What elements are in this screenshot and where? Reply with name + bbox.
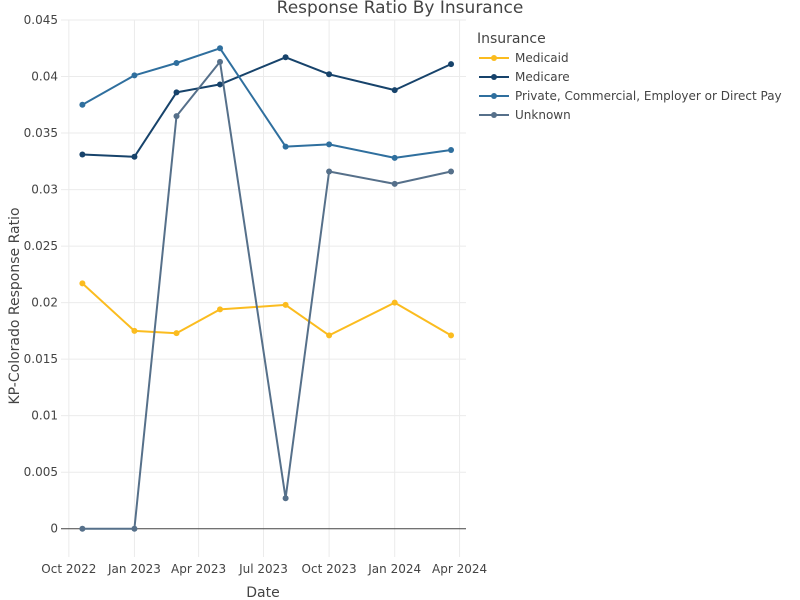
data-point[interactable]	[448, 61, 455, 68]
x-tick-label: Oct 2022	[41, 562, 96, 576]
y-tick-label: 0.01	[31, 409, 58, 423]
data-point[interactable]	[326, 141, 333, 148]
data-point[interactable]	[448, 168, 455, 175]
data-point[interactable]	[173, 113, 180, 120]
data-point[interactable]	[282, 495, 289, 502]
x-tick-label: Jan 2023	[107, 562, 161, 576]
series-3	[79, 58, 455, 532]
legend-item[interactable]: Medicare	[479, 70, 570, 84]
data-point[interactable]	[79, 151, 86, 158]
legend-title: Insurance	[477, 31, 546, 47]
y-tick-label: 0.015	[24, 352, 58, 366]
y-tick-label: 0.005	[24, 465, 58, 479]
y-tick-label: 0.04	[31, 70, 58, 84]
series-line	[81, 47, 452, 159]
data-point[interactable]	[391, 154, 398, 161]
y-tick-label: 0.035	[24, 126, 58, 140]
data-point[interactable]	[217, 58, 224, 65]
x-tick-label: Oct 2023	[302, 562, 357, 576]
chart-title: Response Ratio By Insurance	[277, 0, 524, 18]
y-tick-label: 0.025	[24, 239, 58, 253]
series-line	[82, 60, 452, 530]
data-point[interactable]	[173, 59, 180, 66]
axes: 0 0.005 0.01 0.015 0.02 0.025 0.03 0.035 0.04 0.0…	[24, 13, 488, 576]
data-point[interactable]	[217, 306, 224, 313]
data-point[interactable]	[79, 525, 86, 532]
x-tick-label: Apr 2024	[432, 562, 487, 576]
data-point[interactable]	[79, 101, 86, 108]
legend-label: Unknown	[515, 108, 571, 122]
series-layer	[79, 45, 455, 532]
y-axis-title: KP-Colorado Response Ratio	[7, 207, 23, 404]
legend-item[interactable]: Medicaid	[479, 51, 569, 65]
data-point[interactable]	[173, 89, 180, 96]
legend-item[interactable]: Unknown	[479, 108, 571, 122]
data-point[interactable]	[326, 332, 333, 339]
data-point[interactable]	[448, 147, 455, 154]
series-1	[79, 54, 455, 160]
legend: Insurance Medicaid Medicare Private, Comme…	[477, 31, 782, 122]
y-tick-label: 0	[50, 522, 58, 536]
x-tick-label: Jan 2024	[367, 562, 421, 576]
data-point[interactable]	[217, 45, 224, 52]
y-tick-label: 0.045	[24, 13, 58, 27]
legend-label: Private, Commercial, Employer or Direct …	[515, 89, 782, 103]
data-point[interactable]	[391, 180, 398, 187]
data-point[interactable]	[131, 153, 138, 160]
x-tick-label: Apr 2023	[171, 562, 226, 576]
data-point[interactable]	[131, 72, 138, 79]
data-point[interactable]	[391, 87, 398, 94]
data-point[interactable]	[131, 525, 138, 532]
x-tick-label: Jul 2023	[238, 562, 288, 576]
data-point[interactable]	[131, 327, 138, 334]
data-point[interactable]	[448, 332, 455, 339]
data-point[interactable]	[217, 81, 224, 88]
grid	[61, 19, 466, 557]
y-tick-label: 0.03	[31, 183, 58, 197]
series-0	[79, 280, 455, 339]
data-point[interactable]	[391, 299, 398, 306]
legend-swatch-marker	[491, 74, 497, 80]
series-line	[82, 56, 452, 158]
legend-swatch-marker	[491, 112, 497, 118]
data-point[interactable]	[173, 330, 180, 337]
data-point[interactable]	[326, 168, 333, 175]
data-point[interactable]	[79, 280, 86, 287]
y-tick-label: 0.02	[31, 296, 58, 310]
series-line	[81, 282, 452, 337]
data-point[interactable]	[326, 71, 333, 78]
legend-label: Medicare	[515, 70, 570, 84]
x-axis-title: Date	[246, 585, 279, 600]
data-point[interactable]	[282, 301, 289, 308]
legend-swatch-marker	[491, 93, 497, 99]
series-2	[79, 45, 455, 161]
data-point[interactable]	[282, 143, 289, 150]
legend-item[interactable]: Private, Commercial, Employer or Direct …	[479, 89, 782, 103]
legend-swatch-marker	[491, 55, 497, 61]
data-point[interactable]	[282, 54, 289, 61]
legend-label: Medicaid	[515, 51, 569, 65]
